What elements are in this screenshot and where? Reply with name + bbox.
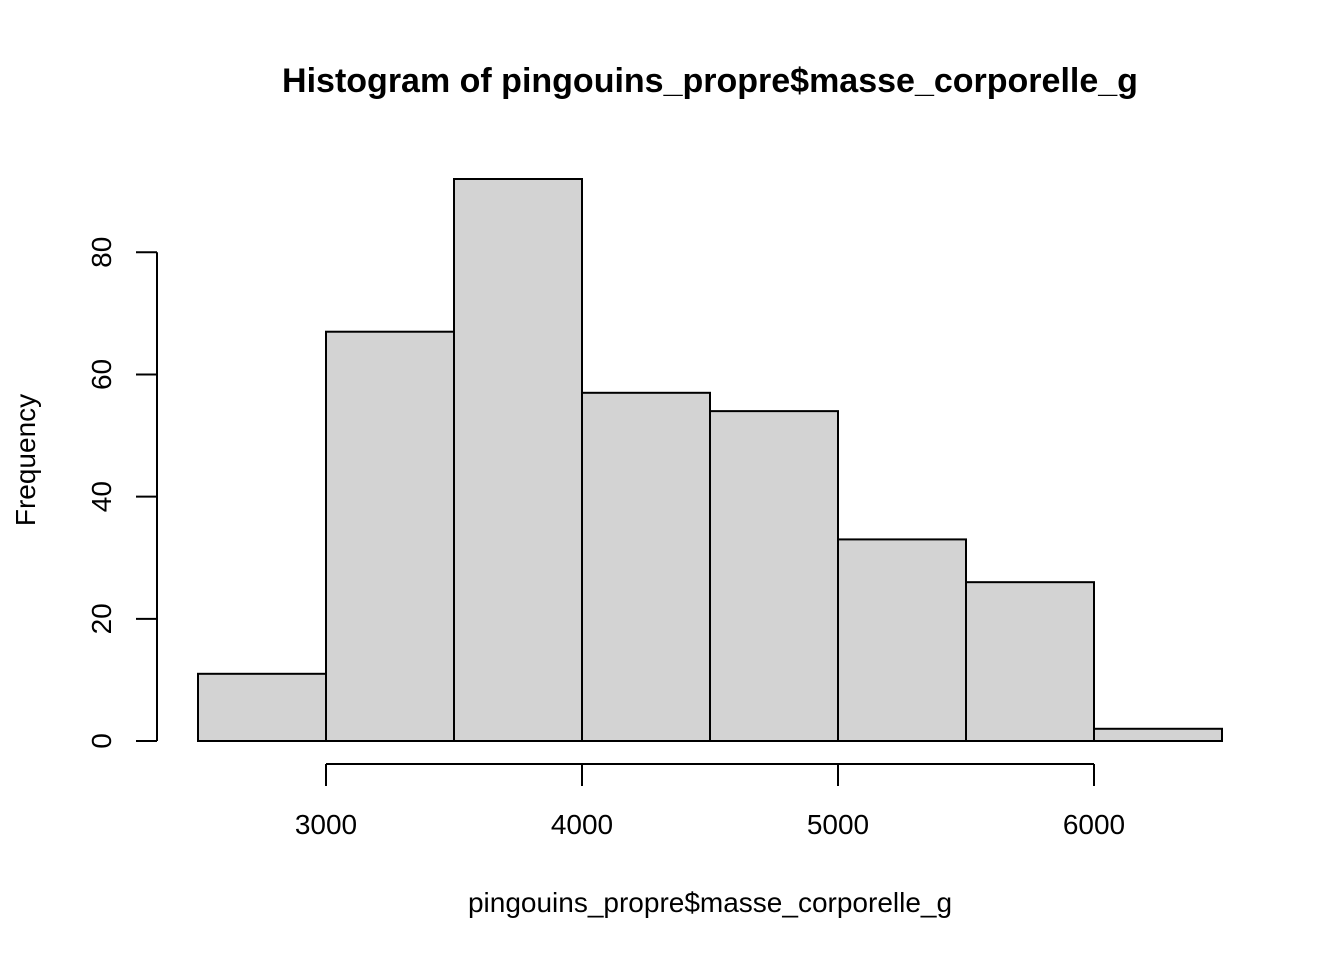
histogram-bar	[837, 538, 967, 742]
x-tick-label: 6000	[1063, 809, 1125, 840]
y-axis-label: Frequency	[10, 394, 41, 526]
y-tick-label: 60	[86, 359, 117, 390]
histogram-bar	[581, 391, 711, 742]
y-axis: 0 20 40 60 80	[86, 237, 158, 749]
bars-group	[197, 178, 1223, 742]
y-tick-label: 0	[86, 733, 117, 749]
histogram-bar	[709, 410, 839, 742]
chart-title: Histogram of pingouins_propre$masse_corp…	[282, 62, 1138, 100]
histogram-bar	[1093, 727, 1223, 742]
histogram-bar	[197, 672, 327, 742]
histogram-bar	[325, 330, 455, 742]
y-tick-label: 40	[86, 481, 117, 512]
x-axis: 3000 4000 5000 6000	[295, 763, 1125, 840]
y-tick-label: 80	[86, 237, 117, 268]
x-tick-label: 4000	[551, 809, 613, 840]
y-tick-label: 20	[86, 603, 117, 634]
x-tick-label: 3000	[295, 809, 357, 840]
histogram-bar	[965, 581, 1095, 742]
x-tick-label: 5000	[807, 809, 869, 840]
histogram-bar	[453, 178, 583, 742]
x-axis-label: pingouins_propre$masse_corporelle_g	[468, 887, 952, 918]
